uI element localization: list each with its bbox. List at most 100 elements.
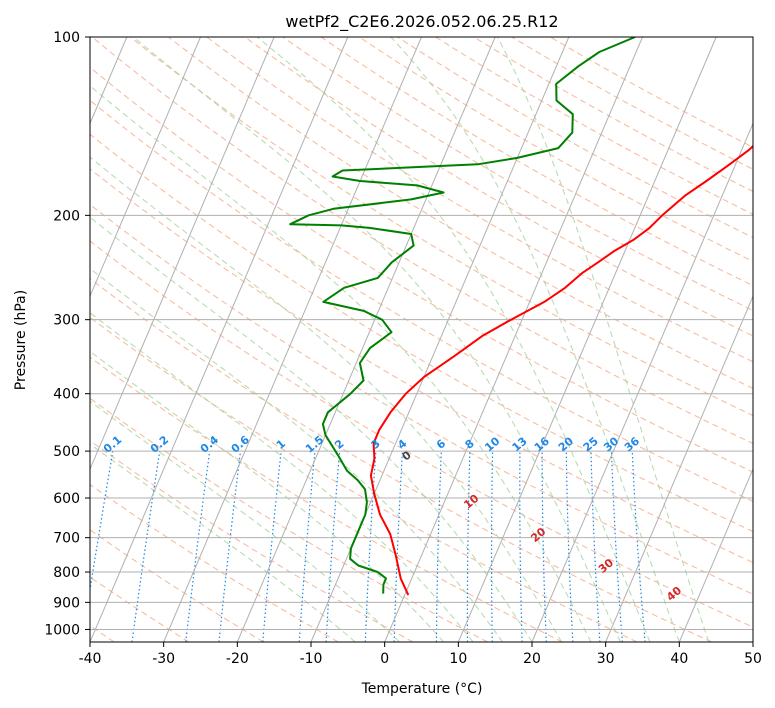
moist-adiabat-line (90, 312, 474, 642)
x-axis-label: Temperature (°C) (361, 681, 483, 697)
sounding-series (289, 37, 753, 596)
mixing-ratio-label: 0.6 (229, 433, 253, 456)
isotherm-line (310, 37, 570, 642)
dry-adiabat-line (90, 529, 264, 642)
x-tick-label: 40 (670, 651, 688, 667)
isotherm-line (605, 295, 753, 642)
x-axis-ticks: -40 -30 -20 -10 0 10 20 30 40 50 (79, 642, 762, 667)
isotherm-line (752, 640, 753, 642)
dry-adiabat-line (90, 203, 753, 595)
mixing-ratio-line (631, 451, 646, 642)
mixing-ratio-line (218, 451, 242, 642)
y-tick-label: 200 (53, 208, 80, 224)
mixing-ratio-line (565, 451, 574, 642)
mixing-ratio-line (185, 451, 211, 642)
x-tick-label: -10 (300, 651, 323, 667)
mixing-ratio-label: 1 (274, 437, 288, 452)
dry-adiabat-line (90, 99, 753, 502)
dry-adiabat-line (206, 37, 753, 363)
dry-adiabat-line (282, 37, 753, 312)
chart-title: wetPf2_C2E6.2026.052.06.25.R12 (285, 12, 558, 32)
dry-adiabat-line (90, 133, 753, 533)
isotherm-line (457, 37, 717, 642)
x-tick-label: 0 (380, 651, 389, 667)
dewpoint-profile-line (289, 37, 636, 594)
y-tick-label: 500 (53, 444, 80, 460)
dry-adiabat-line (90, 440, 414, 642)
moist-adiabat-line (90, 216, 533, 642)
mixing-ratio-line (466, 451, 471, 642)
moist-adiabat-line (90, 156, 562, 642)
pressure-gridlines (90, 37, 753, 630)
dry-adiabat-line (168, 37, 753, 389)
moist-adiabat-line (496, 37, 710, 642)
isotherm-line (384, 37, 643, 642)
x-tick-label: -30 (152, 651, 175, 667)
moist-adiabat-line (90, 443, 356, 642)
mixing-ratio-line (590, 451, 601, 642)
moist-adiabat-label: 20 (528, 525, 548, 545)
isotherm-line (90, 37, 349, 642)
y-tick-label: 400 (53, 387, 80, 403)
y-tick-label: 800 (53, 565, 80, 581)
dry-adiabats (90, 37, 753, 642)
dry-adiabat-line (549, 37, 753, 148)
dry-adiabat-line (90, 356, 563, 642)
isotherm-line (236, 37, 496, 642)
dry-adiabat-line (359, 37, 753, 263)
isotherm-line (90, 37, 201, 298)
y-tick-label: 1000 (44, 622, 80, 638)
x-tick-label: 30 (597, 651, 615, 667)
mixing-ratio-line (435, 451, 442, 642)
x-tick-label: -40 (79, 651, 102, 667)
isotherm-line (678, 467, 753, 642)
dry-adiabat-line (90, 397, 488, 642)
x-tick-label: 20 (523, 651, 541, 667)
y-tick-label: 600 (53, 491, 80, 507)
isotherm-line (163, 37, 422, 642)
y-tick-label: 300 (53, 313, 80, 329)
dry-adiabat-line (91, 37, 753, 445)
dry-adiabat-line (435, 37, 753, 215)
moist-adiabat-line (390, 37, 680, 642)
moist-adiabat-line (256, 37, 651, 642)
dry-adiabat-label: -10 (13, 424, 37, 447)
moist-adiabat-line (90, 400, 400, 642)
moist-adiabat-line (132, 37, 621, 642)
mixing-ratio-line (298, 451, 316, 642)
x-tick-label: -20 (226, 651, 249, 667)
dry-adiabat-line (90, 277, 712, 642)
moist-adiabat-label: 30 (596, 556, 616, 576)
plot-frame (89, 36, 754, 643)
mixing-ratio-label: 0.1 (101, 433, 124, 455)
moist-adiabat-line (90, 350, 445, 642)
dry-adiabat-line (90, 483, 339, 642)
mixing-ratio-line (364, 451, 377, 642)
isotherm-line (531, 122, 753, 642)
y-axis-ticks: 100 200 300 400 500 600 700 800 900 1000 (44, 30, 90, 638)
y-tick-label: 900 (53, 595, 80, 611)
mixing-ratio-line (262, 451, 282, 642)
mixing-ratio-label: 4 (395, 437, 409, 452)
x-tick-label: 50 (744, 651, 762, 667)
dry-adiabat-line (511, 37, 753, 170)
x-tick-label: 10 (449, 651, 467, 667)
moist-adiabats (90, 37, 710, 642)
dry-adiabat-line (90, 316, 638, 642)
dry-adiabat-line (90, 168, 753, 564)
moist-adiabat-label: 10 (461, 492, 481, 512)
y-axis-label: Pressure (hPa) (13, 290, 29, 390)
mixing-ratio-lines (90, 450, 646, 642)
moist-adiabat-line (90, 85, 592, 642)
mixing-ratio-line (90, 450, 114, 594)
mixing-ratio-line (490, 451, 494, 642)
mixing-ratio-line (519, 451, 523, 642)
y-tick-label: 100 (53, 30, 80, 46)
mixing-ratio-label: 0.4 (198, 433, 222, 456)
dry-adiabat-line (320, 37, 753, 287)
dry-adiabat-line (90, 240, 753, 628)
moist-adiabat-line (90, 267, 503, 642)
isotherm-line (90, 37, 275, 471)
isotherms (90, 37, 753, 642)
